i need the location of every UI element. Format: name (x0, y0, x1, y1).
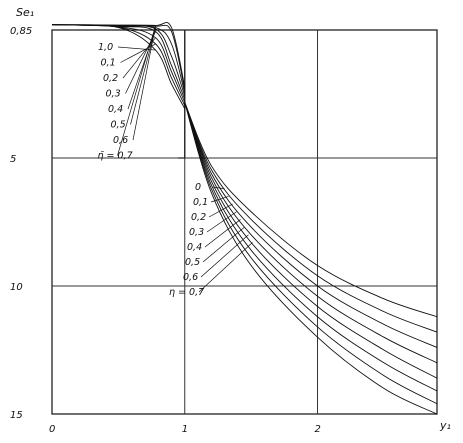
lower-label-leader (210, 196, 229, 203)
upper-curve-label: 0,4 (108, 104, 123, 115)
lower-label-leader (204, 219, 241, 248)
lower-curve-label: 0,3 (189, 227, 204, 238)
tick-labels: 0 1 2 0,85 5 10 15 (10, 26, 321, 435)
lower-curve-label: 0,1 (193, 197, 208, 208)
y-axis-title: Se₁ (16, 6, 34, 19)
plot-frame (51, 29, 438, 415)
y-tick-label: 10 (10, 282, 23, 293)
lower-curve-3 (184, 102, 438, 364)
region-boundary (178, 30, 186, 159)
upper-curve-label: η̄ = 0,7 (98, 151, 133, 162)
lower-label-leader (198, 242, 253, 293)
lower-curve-family (184, 102, 438, 415)
lower-curve-6 (184, 102, 438, 405)
lower-curve-7 (184, 102, 438, 415)
y-tick-label: 15 (10, 410, 23, 421)
lower-curve-label: 0,2 (191, 212, 206, 223)
x-tick-label: 2 (315, 424, 321, 435)
lower-curve-labels: 0 0,1 0,2 0,3 0,4 0,5 0,6 η = 0,7 (169, 182, 208, 298)
upper-curve-label: 1,0 (98, 42, 113, 53)
lower-curve-4 (184, 102, 438, 379)
upper-label-leader (117, 46, 156, 51)
lower-curve-label: 0 (195, 182, 201, 193)
x-tick-label: 1 (182, 424, 188, 435)
upper-curve-label: 0,6 (113, 135, 128, 146)
lower-curve-1 (184, 102, 438, 333)
lower-curve-0 (184, 102, 438, 318)
grid (51, 29, 438, 415)
upper-curve-labels: 1,0 0,1 0,2 0,3 0,4 0,5 0,6 η̄ = 0,7 (98, 42, 133, 162)
x-tick-label: 0 (49, 424, 55, 435)
lower-label-leader (208, 203, 233, 218)
lower-curve-label: η = 0,7 (169, 287, 204, 298)
upper-curve-label: 0,1 (101, 58, 116, 69)
lower-label-leader (206, 211, 237, 233)
upper-curve-label: 0,3 (106, 89, 121, 100)
lower-label-leader (200, 234, 249, 278)
lower-label-leader (202, 226, 245, 263)
lower-curve-label: 0,5 (185, 257, 200, 268)
upper-curve-6 (51, 24, 186, 91)
upper-label-leader (132, 26, 156, 141)
x-axis-title: y₁ (439, 419, 451, 432)
lower-curve-label: 0,6 (183, 272, 198, 283)
upper-curve-label: 0,2 (103, 73, 118, 84)
upper-label-leader (130, 27, 156, 125)
lower-curve-label: 0,4 (187, 242, 202, 253)
y-tick-label: 0,85 (10, 26, 32, 37)
upper-label-leader (117, 25, 156, 156)
upper-curve-label: 0,5 (111, 120, 126, 131)
label-leaders (117, 25, 253, 293)
lower-curve-5 (184, 102, 438, 392)
lower-label-leader (212, 186, 225, 190)
lower-curve-2 (184, 102, 438, 348)
y-tick-label: 5 (10, 154, 16, 165)
